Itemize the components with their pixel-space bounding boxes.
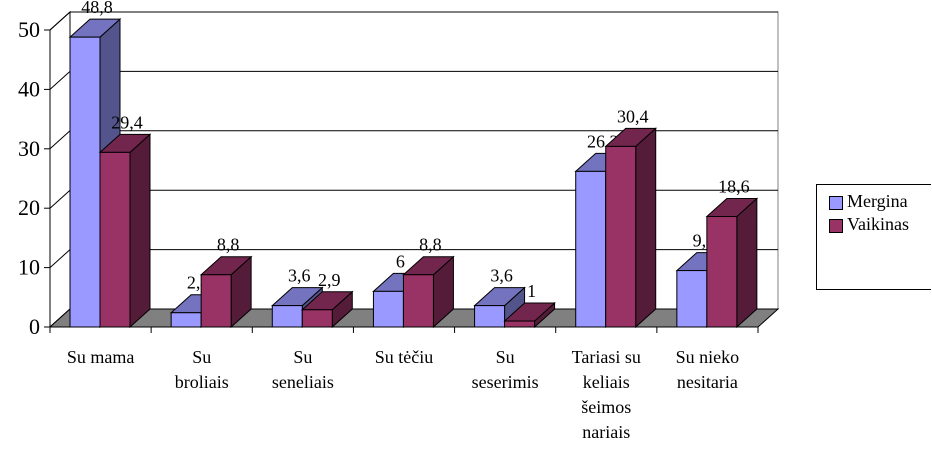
legend-swatch bbox=[829, 196, 843, 210]
grid-line-side bbox=[49, 249, 71, 268]
side-wall bbox=[49, 10, 71, 329]
bar bbox=[372, 290, 404, 328]
legend-swatch bbox=[829, 219, 843, 233]
x-tick-label: seserimis bbox=[472, 372, 539, 392]
x-tick-label: broliais bbox=[175, 372, 229, 392]
bar bbox=[200, 274, 232, 328]
value-label: 8,8 bbox=[419, 235, 442, 255]
x-tick-label: Su bbox=[293, 347, 312, 367]
bar bbox=[706, 216, 738, 328]
value-label: 30,4 bbox=[617, 106, 649, 126]
value-label: 3,6 bbox=[490, 266, 513, 286]
grid-line-side bbox=[49, 189, 71, 209]
legend-entry: Vaikinas bbox=[829, 214, 931, 234]
value-label: 3,6 bbox=[288, 266, 311, 286]
x-tick-label: seneliais bbox=[272, 372, 334, 392]
x-tick-label: Su bbox=[496, 347, 515, 367]
bar bbox=[271, 305, 303, 328]
bar-side bbox=[635, 127, 657, 329]
x-tick-label: Su mama bbox=[67, 347, 135, 367]
bar bbox=[402, 274, 434, 328]
x-tick-label: šeimos bbox=[581, 397, 631, 417]
x-tick-label: keliais bbox=[583, 372, 630, 392]
bar-side bbox=[129, 133, 151, 329]
bar bbox=[69, 36, 101, 328]
bar-side bbox=[736, 197, 758, 329]
y-tick-label: 0 bbox=[29, 314, 40, 339]
y-tick-label: 30 bbox=[18, 136, 40, 161]
x-tick-label: nesitaria bbox=[677, 372, 738, 392]
value-label: 1 bbox=[527, 281, 536, 301]
value-label: 6 bbox=[396, 251, 405, 271]
bar bbox=[676, 270, 708, 328]
x-tick-label: Su tėčiu bbox=[375, 347, 434, 367]
legend-label: Vaikinas bbox=[847, 214, 909, 234]
x-tick-label: nariais bbox=[582, 422, 630, 442]
value-label: 2,9 bbox=[318, 270, 341, 290]
y-tick-label: 10 bbox=[18, 255, 40, 280]
bar bbox=[170, 312, 202, 328]
bar bbox=[301, 309, 333, 328]
bar bbox=[605, 145, 637, 328]
bar bbox=[575, 170, 607, 328]
x-tick-label: Tariasi su bbox=[572, 347, 641, 367]
value-label: 29,4 bbox=[111, 112, 143, 132]
legend: Mergina Vaikinas bbox=[816, 184, 931, 290]
bar bbox=[474, 305, 506, 328]
y-tick-label: 50 bbox=[18, 17, 40, 42]
grid-line-side bbox=[49, 11, 71, 31]
grid-line-side bbox=[49, 71, 71, 90]
x-tick-label: Su bbox=[192, 347, 211, 367]
legend-entry: Mergina bbox=[829, 191, 931, 211]
y-tick-label: 40 bbox=[18, 76, 40, 101]
value-label: 18,6 bbox=[718, 177, 750, 197]
value-label: 48,8 bbox=[81, 0, 113, 17]
bar bbox=[99, 151, 131, 328]
value-label: 8,8 bbox=[217, 235, 240, 255]
legend-label: Mergina bbox=[847, 191, 908, 211]
x-tick-label: Su nieko bbox=[676, 347, 740, 367]
bar bbox=[504, 320, 536, 328]
grid-line-side bbox=[49, 130, 71, 150]
y-tick-label: 20 bbox=[18, 195, 40, 220]
